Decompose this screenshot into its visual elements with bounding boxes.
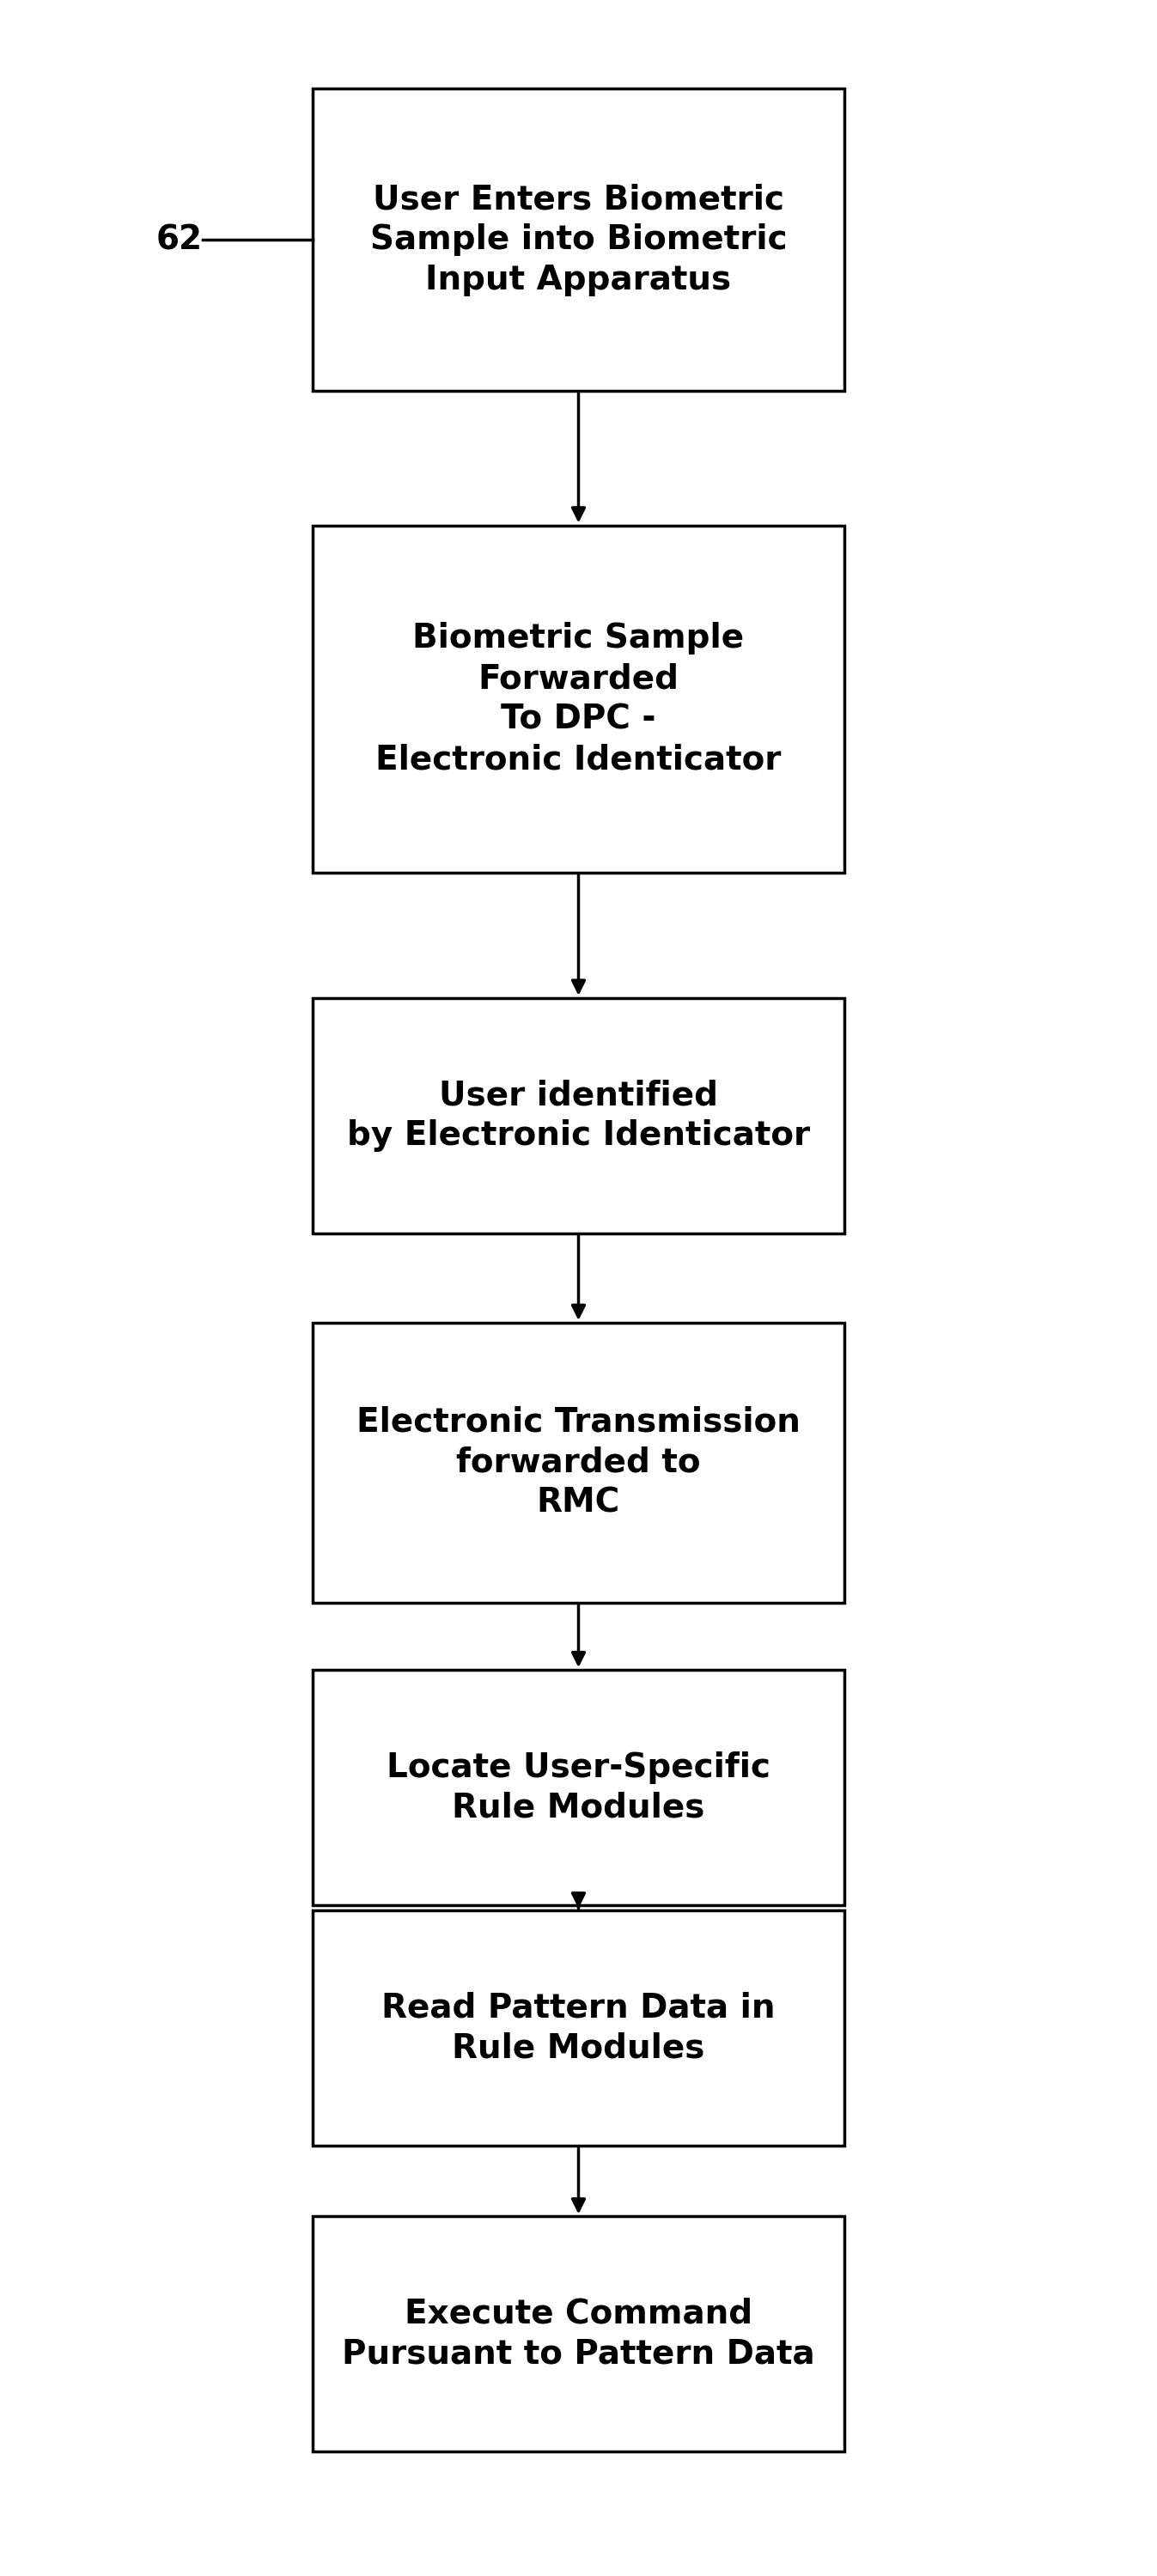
Text: Electronic Transmission
forwarded to
RMC: Electronic Transmission forwarded to RMC	[356, 1406, 801, 1520]
Text: Execute Command
Pursuant to Pattern Data: Execute Command Pursuant to Pattern Data	[342, 2298, 815, 2370]
Text: Read Pattern Data in
Rule Modules: Read Pattern Data in Rule Modules	[382, 1991, 775, 2066]
Bar	[312, 1911, 845, 2146]
Bar	[312, 1669, 845, 1906]
Bar	[312, 526, 845, 873]
Text: User Enters Biometric
Sample into Biometric
Input Apparatus: User Enters Biometric Sample into Biomet…	[370, 183, 787, 296]
Text: Biometric Sample
Forwarded
To DPC -
Electronic Identicator: Biometric Sample Forwarded To DPC - Elec…	[376, 621, 781, 775]
Bar	[312, 997, 845, 1234]
Bar	[312, 88, 845, 392]
Text: 62: 62	[156, 224, 202, 255]
Bar	[312, 1321, 845, 1602]
Text: User identified
by Electronic Identicator: User identified by Electronic Identicato…	[347, 1079, 810, 1151]
Bar	[312, 2215, 845, 2452]
Text: Locate User-Specific
Rule Modules: Locate User-Specific Rule Modules	[386, 1752, 771, 1824]
